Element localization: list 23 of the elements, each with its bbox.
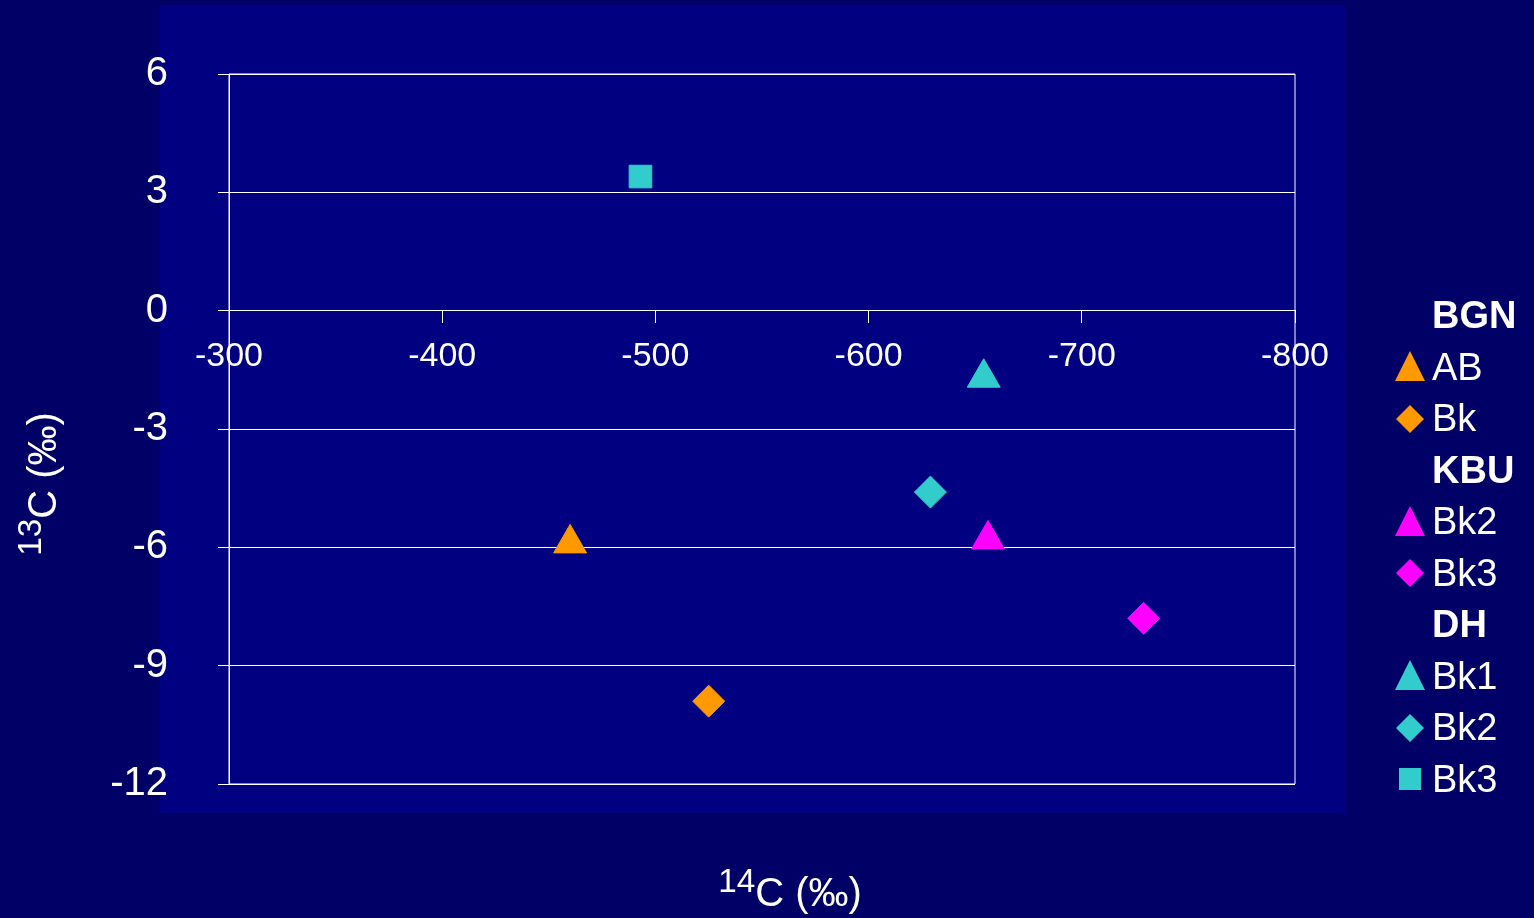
y-tick-label: 0	[145, 285, 168, 330]
y-tick-label: -9	[132, 640, 168, 685]
y-tick-label: -3	[132, 404, 168, 449]
legend-label: Bk	[1432, 396, 1477, 441]
legend-label: Bk2	[1432, 499, 1498, 544]
x-tick-label: -400	[408, 335, 477, 374]
legend-label: Bk3	[1432, 550, 1498, 596]
y-tick-label: 6	[145, 49, 168, 94]
legend-label: Bk1	[1432, 653, 1498, 699]
y-tick-label: -12	[110, 759, 168, 804]
y-tick-label: -6	[132, 522, 168, 567]
text: KBU	[1431, 447, 1515, 493]
y-tick-label: 3	[145, 167, 168, 212]
text: DH	[1431, 602, 1487, 647]
x-tick-label: -700	[1047, 335, 1116, 374]
x-axis-title: $^{14}$C (‰)	[717, 862, 863, 916]
legend-label: Bk2	[1432, 705, 1498, 750]
text: BGN	[1431, 293, 1517, 338]
x-tick-label: -600	[834, 335, 903, 374]
legend-label: Bk3	[1432, 756, 1498, 802]
x-tick-label: -800	[1260, 335, 1330, 374]
x-tick-label: -500	[621, 335, 690, 374]
legend-label: AB	[1432, 344, 1483, 390]
